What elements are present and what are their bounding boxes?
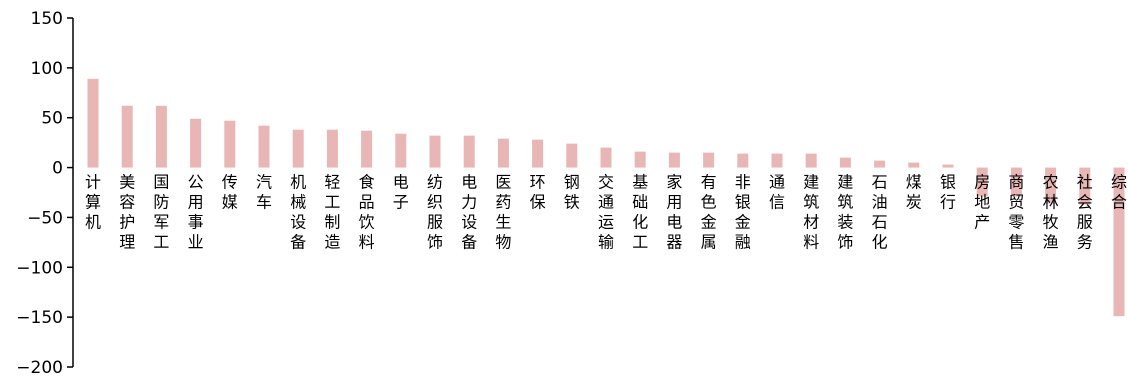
bar: [566, 143, 578, 168]
y-tick-label: −100: [16, 258, 63, 278]
bar: [1010, 167, 1022, 197]
category-label: 房地产: [974, 173, 990, 232]
category-label: 纺织服饰: [427, 173, 443, 252]
y-axis: 150 100 50 0 −50 −100 −150 −200: [16, 9, 74, 378]
category-label: 家用电器: [666, 173, 682, 252]
bar: [497, 138, 509, 168]
category-label: 建筑装饰: [837, 173, 853, 252]
category-label: 建筑材料: [803, 173, 819, 252]
category-label: 环保: [530, 173, 546, 212]
bars: [87, 78, 1125, 317]
bar: [839, 157, 851, 168]
y-tick-label: −50: [27, 208, 63, 228]
category-label: 综合: [1111, 173, 1127, 212]
y-tick-label: 100: [31, 59, 63, 79]
category-label: 美容护理: [119, 173, 135, 252]
category-label: 通信: [769, 173, 785, 212]
category-label: 非银金融: [735, 173, 751, 252]
bar: [771, 153, 783, 168]
category-label: 基础化工: [632, 173, 648, 252]
category-label: 医药生物: [495, 173, 511, 252]
bar: [224, 120, 236, 168]
category-label: 计算机: [85, 173, 101, 232]
bar: [190, 118, 202, 168]
category-label: 银行: [940, 173, 956, 212]
bar: [737, 153, 749, 168]
category-label: 公用事业: [188, 173, 204, 252]
bar: [87, 78, 99, 168]
category-label: 社会服务: [1077, 173, 1093, 252]
bar: [976, 167, 988, 197]
bar: [326, 129, 338, 168]
bar: [634, 151, 646, 168]
category-label: 轻工制造: [324, 173, 340, 252]
y-tick-label: 150: [31, 9, 63, 29]
bar: [805, 153, 817, 168]
bar: [1113, 167, 1125, 317]
y-tick-label: 50: [41, 109, 63, 129]
bar: [668, 152, 680, 168]
category-label: 食品饮料: [359, 173, 375, 252]
bar: [429, 135, 441, 168]
bar: [258, 125, 270, 168]
bar: [600, 147, 612, 168]
bar: [121, 105, 133, 168]
category-label: 有色金属: [701, 173, 717, 252]
bar: [463, 135, 475, 168]
category-label: 汽车: [256, 173, 272, 212]
category-label: 农林牧渔: [1043, 173, 1059, 252]
bar: [874, 160, 886, 168]
bar: [292, 129, 304, 168]
bar: [1045, 167, 1057, 204]
category-label: 钢铁: [564, 173, 580, 212]
y-tick-label: −150: [16, 308, 63, 328]
bar: [703, 152, 715, 168]
y-tick-label: −200: [16, 358, 63, 378]
category-label: 交通运输: [598, 173, 614, 252]
y-tick-label: 0: [52, 159, 63, 179]
category-label: 机械设备: [290, 173, 306, 252]
category-label: 石油石化: [872, 173, 888, 252]
bar: [908, 162, 920, 168]
category-label: 电子: [393, 173, 409, 212]
bar: [942, 164, 954, 168]
bar: [532, 139, 544, 168]
category-label: 电力设备: [461, 173, 477, 252]
category-label: 煤炭: [906, 173, 922, 212]
bar: [361, 130, 373, 168]
category-label: 国防军工: [153, 173, 169, 252]
bar: [395, 133, 407, 168]
category-label: 传媒: [222, 173, 238, 212]
bar: [1079, 167, 1091, 205]
category-label: 商贸零售: [1008, 173, 1024, 252]
bar: [155, 105, 167, 168]
